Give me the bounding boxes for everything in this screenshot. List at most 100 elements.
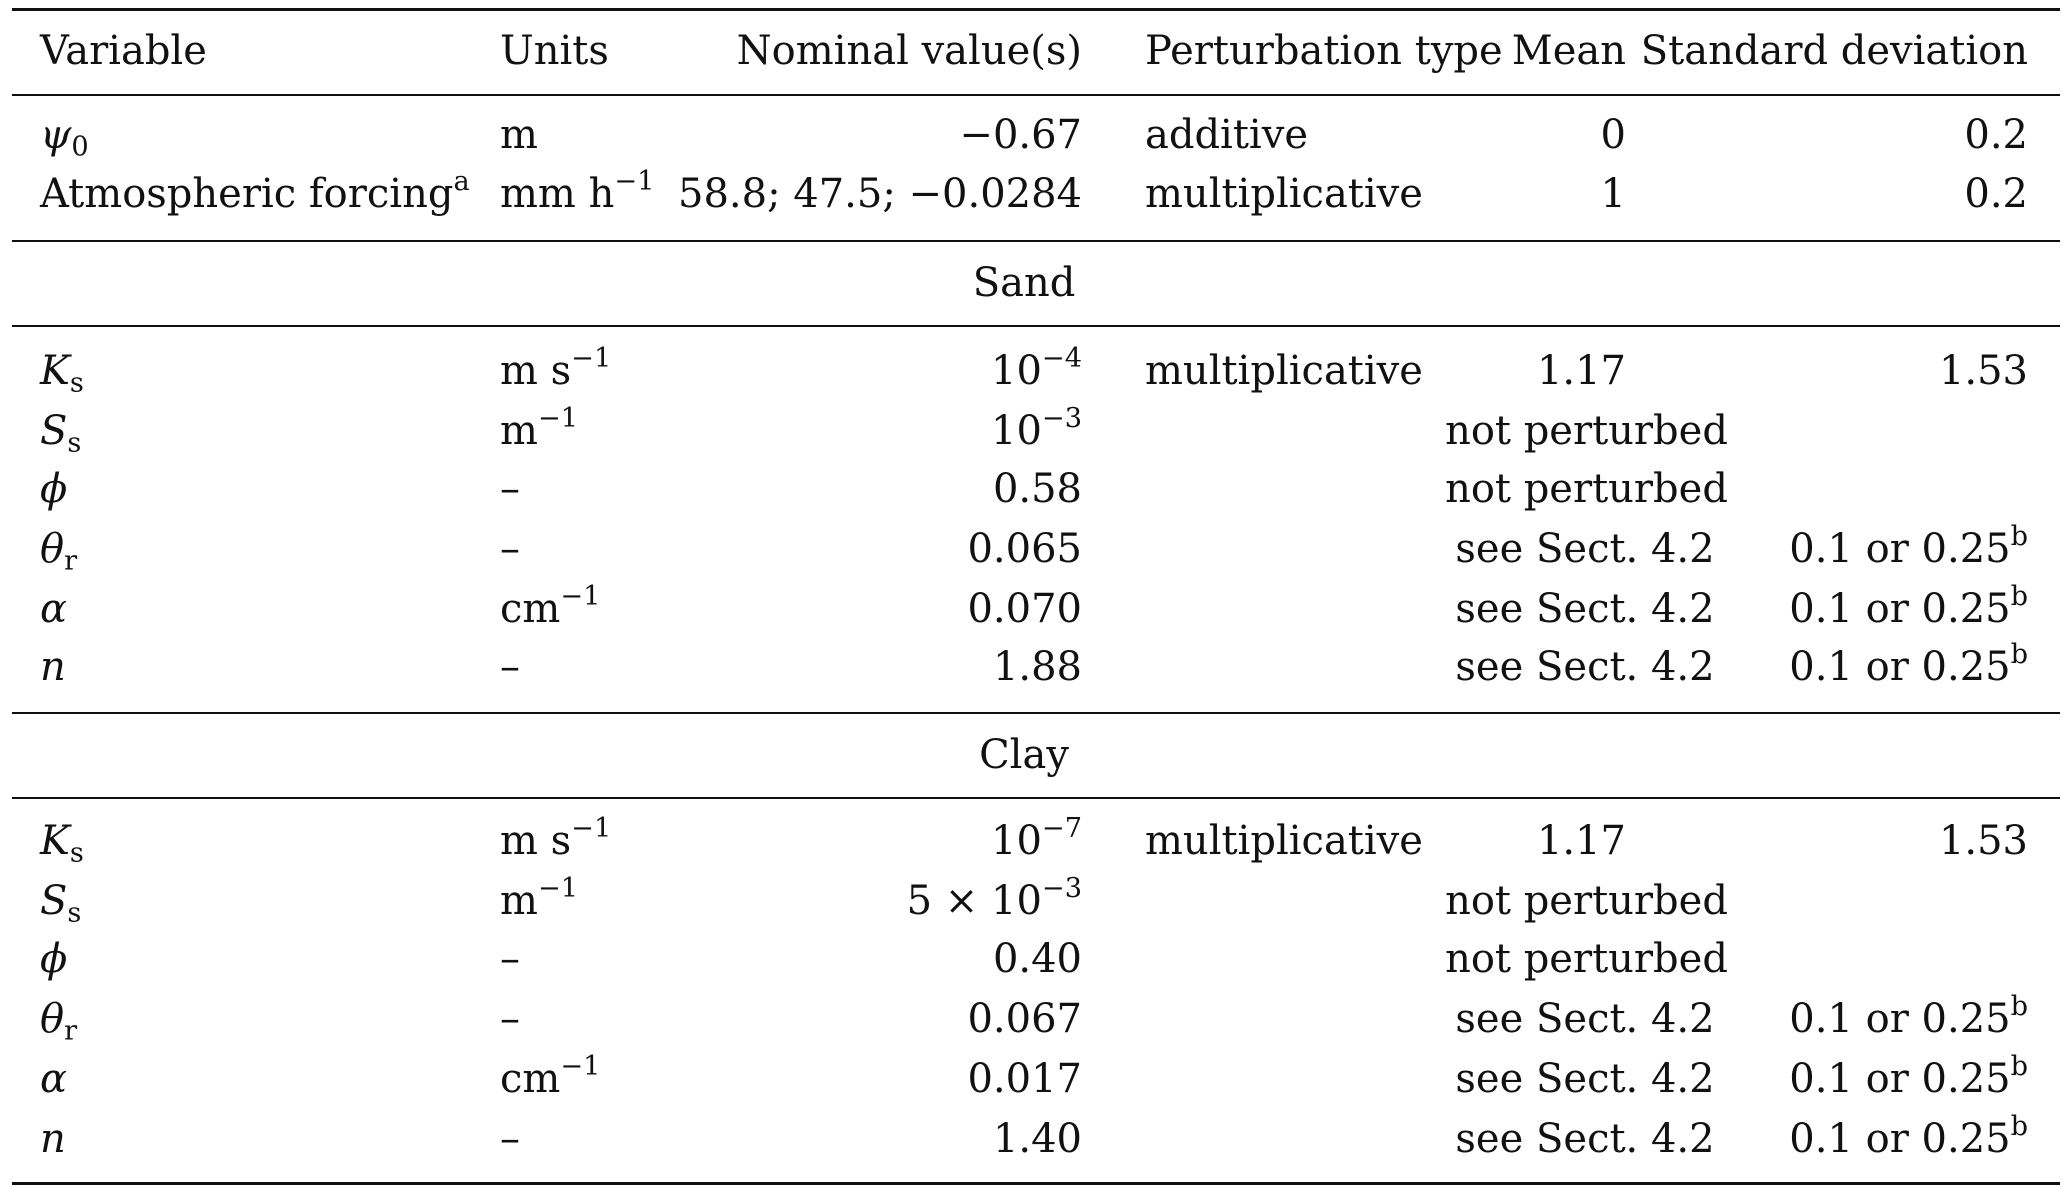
header-nominal: Nominal value(s) [736,28,1082,74]
see-section-cell: see Sect. 4.2 [1455,1056,1715,1102]
footnote-marker: b [2010,1111,2028,1143]
see-section-cell: see Sect. 4.2 [1455,1116,1715,1162]
sd-cell: 1.53 [1938,348,2028,394]
perturbation-type-cell: multiplicative [1145,818,1423,864]
variable-cell: Ss [40,878,82,929]
variable-cell: ϕ [40,936,68,982]
table-row: Ks m s−1 10−7 multiplicative 1.17 1.53 [0,812,2067,870]
units-cell: – [500,996,520,1042]
nominal-cell: 0.58 [992,466,1082,512]
table-top-rule [12,8,2060,11]
header-standard-deviation: Standard deviation [1640,28,2028,74]
section-rule [12,240,2060,242]
not-perturbed-cell: not perturbed [1445,878,1728,924]
header-variable: Variable [40,28,207,74]
nominal-cell: 10−4 [991,343,1082,394]
header-mean: Mean [1511,28,1626,74]
table-row: θr – 0.065 see Sect. 4.2 0.1 or 0.25b [0,520,2067,578]
sd-cell: 1.53 [1938,818,2028,864]
table-row: Ss m−1 5 × 10−3 not perturbed [0,872,2067,930]
header-rule [12,94,2060,96]
nominal-cell: 0.40 [992,936,1082,982]
sd-cell: 0.1 or 0.25b [1789,991,2028,1042]
mean-cell: 0 [1600,112,1626,158]
footnote-marker: b [2010,639,2028,671]
section-title-clay: Clay [979,732,1069,778]
section-rule [12,712,2060,714]
footnote-marker: b [2010,581,2028,613]
variable-cell: n [40,644,66,690]
perturbation-type-cell: multiplicative [1145,348,1423,394]
variable-cell: Ks [40,818,84,869]
section-rule [12,325,2060,327]
nominal-cell: 0.017 [967,1056,1082,1102]
footnote-marker: b [2010,1051,2028,1083]
variable-cell: n [40,1116,66,1162]
variable-cell: θr [40,526,78,577]
nominal-cell: 1.88 [992,644,1082,690]
see-section-cell: see Sect. 4.2 [1455,644,1715,690]
table-bottom-rule [12,1182,2060,1185]
table-row: n – 1.40 see Sect. 4.2 0.1 or 0.25b [0,1110,2067,1168]
variable-cell: θr [40,996,78,1047]
units-cell: m s−1 [500,813,612,864]
units-cell: – [500,526,520,572]
nominal-cell: 0.070 [967,586,1082,632]
see-section-cell: see Sect. 4.2 [1455,586,1715,632]
table-row: Ks m s−1 10−4 multiplicative 1.17 1.53 [0,342,2067,400]
table-row: α cm−1 0.017 see Sect. 4.2 0.1 or 0.25b [0,1050,2067,1108]
sd-cell: 0.1 or 0.25b [1789,521,2028,572]
nominal-cell: −0.67 [959,112,1082,158]
section-rule [12,797,2060,799]
sd-cell: 0.1 or 0.25b [1789,1051,2028,1102]
sd-cell: 0.2 [1964,171,2028,217]
nominal-cell: 5 × 10−3 [906,873,1082,924]
perturbation-type-cell: multiplicative [1145,171,1423,217]
sd-cell: 0.1 or 0.25b [1789,581,2028,632]
units-cell: cm−1 [500,581,601,632]
table-row: ϕ – 0.58 not perturbed [0,460,2067,518]
units-cell: m s−1 [500,343,612,394]
mean-cell: 1.17 [1536,818,1626,864]
footnote-marker: a [453,166,470,198]
not-perturbed-cell: not perturbed [1445,408,1728,454]
variable-cell: ψ0 [40,112,89,163]
header-perturbation-type: Perturbation type [1145,28,1503,74]
footnote-marker: b [2010,521,2028,553]
mean-cell: 1 [1600,171,1626,217]
table-row: Atmospheric forcinga mm h−1 58.8; 47.5; … [0,165,2067,223]
footnote-marker: b [2010,991,2028,1023]
table-row: α cm−1 0.070 see Sect. 4.2 0.1 or 0.25b [0,580,2067,638]
variable-cell: ϕ [40,466,68,512]
table-header-row: Variable Units Nominal value(s) Perturba… [0,22,2067,80]
units-cell: – [500,466,520,512]
units-cell: m [500,112,538,158]
sd-cell: 0.1 or 0.25b [1789,1111,2028,1162]
variable-cell: α [40,1056,68,1102]
table-row: θr – 0.067 see Sect. 4.2 0.1 or 0.25b [0,990,2067,1048]
mean-cell: 1.17 [1536,348,1626,394]
see-section-cell: see Sect. 4.2 [1455,996,1715,1042]
units-cell: – [500,936,520,982]
not-perturbed-cell: not perturbed [1445,466,1728,512]
nominal-cell: 10−3 [991,403,1082,454]
units-cell: – [500,644,520,690]
nominal-cell: 0.067 [967,996,1082,1042]
not-perturbed-cell: not perturbed [1445,936,1728,982]
variable-cell: α [40,586,68,632]
sd-cell: 0.1 or 0.25b [1789,639,2028,690]
table-row: n – 1.88 see Sect. 4.2 0.1 or 0.25b [0,638,2067,696]
nominal-cell: 10−7 [991,813,1082,864]
table-row: Ss m−1 10−3 not perturbed [0,402,2067,460]
variable-cell: Ss [40,408,82,459]
variable-cell: Ks [40,348,84,399]
units-cell: cm−1 [500,1051,601,1102]
see-section-cell: see Sect. 4.2 [1455,526,1715,572]
units-cell: – [500,1116,520,1162]
sd-cell: 0.2 [1964,112,2028,158]
units-cell: m−1 [500,873,579,924]
nominal-cell: 1.40 [992,1116,1082,1162]
perturbation-type-cell: additive [1145,112,1308,158]
table-row: ϕ – 0.40 not perturbed [0,930,2067,988]
header-units: Units [500,28,609,74]
